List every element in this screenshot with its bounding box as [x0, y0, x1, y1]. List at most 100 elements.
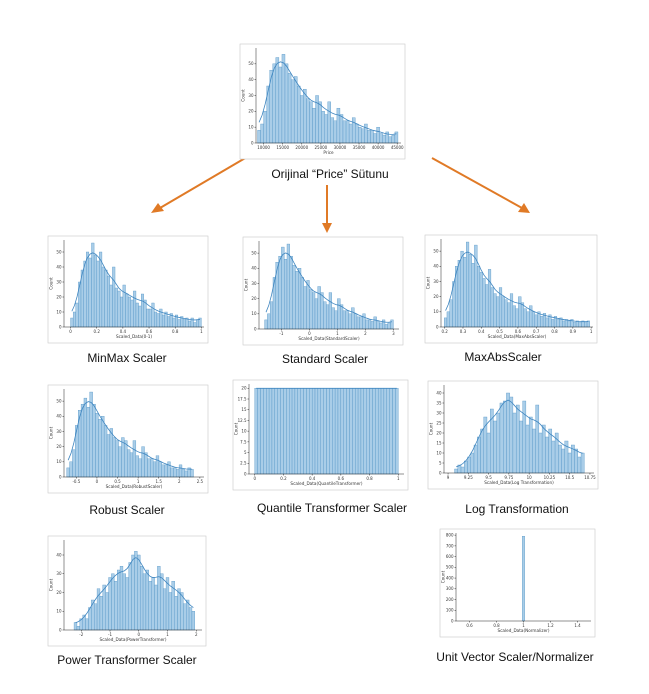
bar [567, 320, 571, 328]
bar [167, 316, 171, 328]
bar [379, 322, 383, 330]
bar [331, 307, 335, 330]
bar [337, 388, 342, 475]
y-axis-label: Count [441, 570, 446, 583]
bar [577, 456, 582, 474]
bar [151, 302, 155, 328]
y-tick-label: 30 [251, 281, 257, 286]
bar [271, 388, 276, 475]
bar [257, 130, 261, 144]
y-tick-label: 2.5 [240, 461, 247, 466]
bar [165, 577, 170, 631]
y-tick-label: 5 [244, 450, 247, 455]
bar [300, 388, 304, 475]
bar [496, 296, 500, 328]
bar [181, 469, 186, 478]
chart-caption: Unit Vector Scaler/Normalizer [436, 650, 593, 664]
x-tick-label: 10.25 [544, 475, 556, 480]
bar [340, 304, 344, 330]
bar [117, 290, 121, 328]
charts-group: 10000 15000 20000 25000 30000 35000 40000 45000… [47, 43, 599, 667]
x-tick-label: -1 [108, 632, 112, 637]
bar [154, 311, 158, 328]
bar [541, 424, 546, 474]
bar [144, 452, 148, 478]
y-tick-label: 0 [451, 618, 454, 623]
bar [460, 250, 464, 328]
y-tick-label: 20 [248, 109, 254, 114]
bar [355, 388, 359, 475]
bar [145, 569, 149, 631]
bar [356, 316, 360, 330]
x-tick-label: 1 [200, 329, 203, 334]
x-tick-label: -0.5 [72, 479, 80, 484]
bar [122, 573, 126, 631]
bar [336, 107, 341, 144]
bar [306, 388, 310, 475]
arrowhead-standard [322, 223, 332, 233]
bar [490, 287, 494, 328]
bar [260, 388, 264, 475]
kde-line [265, 252, 393, 323]
y-tick-label: 500 [446, 565, 454, 570]
chart-caption: Log Transformation [465, 502, 568, 516]
bar [531, 311, 536, 328]
bar [522, 400, 527, 474]
bar [88, 257, 92, 328]
x-tick-label: 25000 [315, 145, 328, 150]
y-tick-label: 40 [433, 264, 439, 269]
bar [119, 566, 124, 631]
bar [99, 596, 103, 631]
kde-line [445, 251, 589, 323]
bar [270, 301, 274, 330]
bar [103, 425, 108, 478]
bar [366, 388, 370, 475]
bar [306, 98, 310, 144]
bar [195, 319, 199, 328]
bar [518, 296, 522, 328]
y-tick-label: 100 [446, 608, 454, 613]
bar [173, 467, 177, 478]
bar [93, 254, 97, 328]
bar [326, 304, 330, 330]
x-tick-label: 15000 [276, 145, 289, 150]
bar [321, 111, 325, 144]
y-tick-label: 15 [436, 440, 442, 445]
bar [535, 404, 540, 474]
bar [80, 403, 85, 478]
kde-line [456, 399, 583, 468]
x-axis-label: Scaled_Data(Log Transformation) [484, 480, 554, 485]
x-tick-label: 1.4 [574, 623, 581, 628]
bar [124, 440, 128, 478]
bar [287, 73, 292, 144]
chart-caption: MinMax Scaler [87, 351, 166, 365]
bar [167, 461, 171, 478]
bar [98, 419, 102, 478]
y-axis-label: Count [234, 422, 239, 435]
bar [352, 388, 356, 475]
x-tick-label: 20000 [295, 145, 308, 150]
bar [376, 126, 380, 144]
chart-power: -2 -1 0 1 2010203040Scaled_Data(PowerTransfo… [47, 535, 207, 667]
bar [186, 599, 190, 631]
x-tick-label: 2 [364, 331, 367, 336]
x-tick-label: 0.8 [493, 623, 500, 628]
bar [135, 302, 139, 328]
x-tick-label: 10.75 [584, 475, 596, 480]
bar [291, 388, 296, 475]
y-axis-label: Count [429, 422, 434, 435]
arrow-to-maxabs [431, 157, 523, 209]
bar [355, 123, 359, 144]
bar [163, 588, 167, 631]
bar [520, 302, 525, 328]
bar [260, 123, 264, 144]
bar [470, 452, 475, 474]
bar [297, 388, 301, 475]
bar [343, 388, 347, 475]
bar [176, 469, 180, 478]
bar [137, 554, 141, 631]
bar [275, 57, 280, 144]
bar [121, 437, 125, 478]
bar [363, 388, 367, 475]
bar [384, 324, 388, 330]
